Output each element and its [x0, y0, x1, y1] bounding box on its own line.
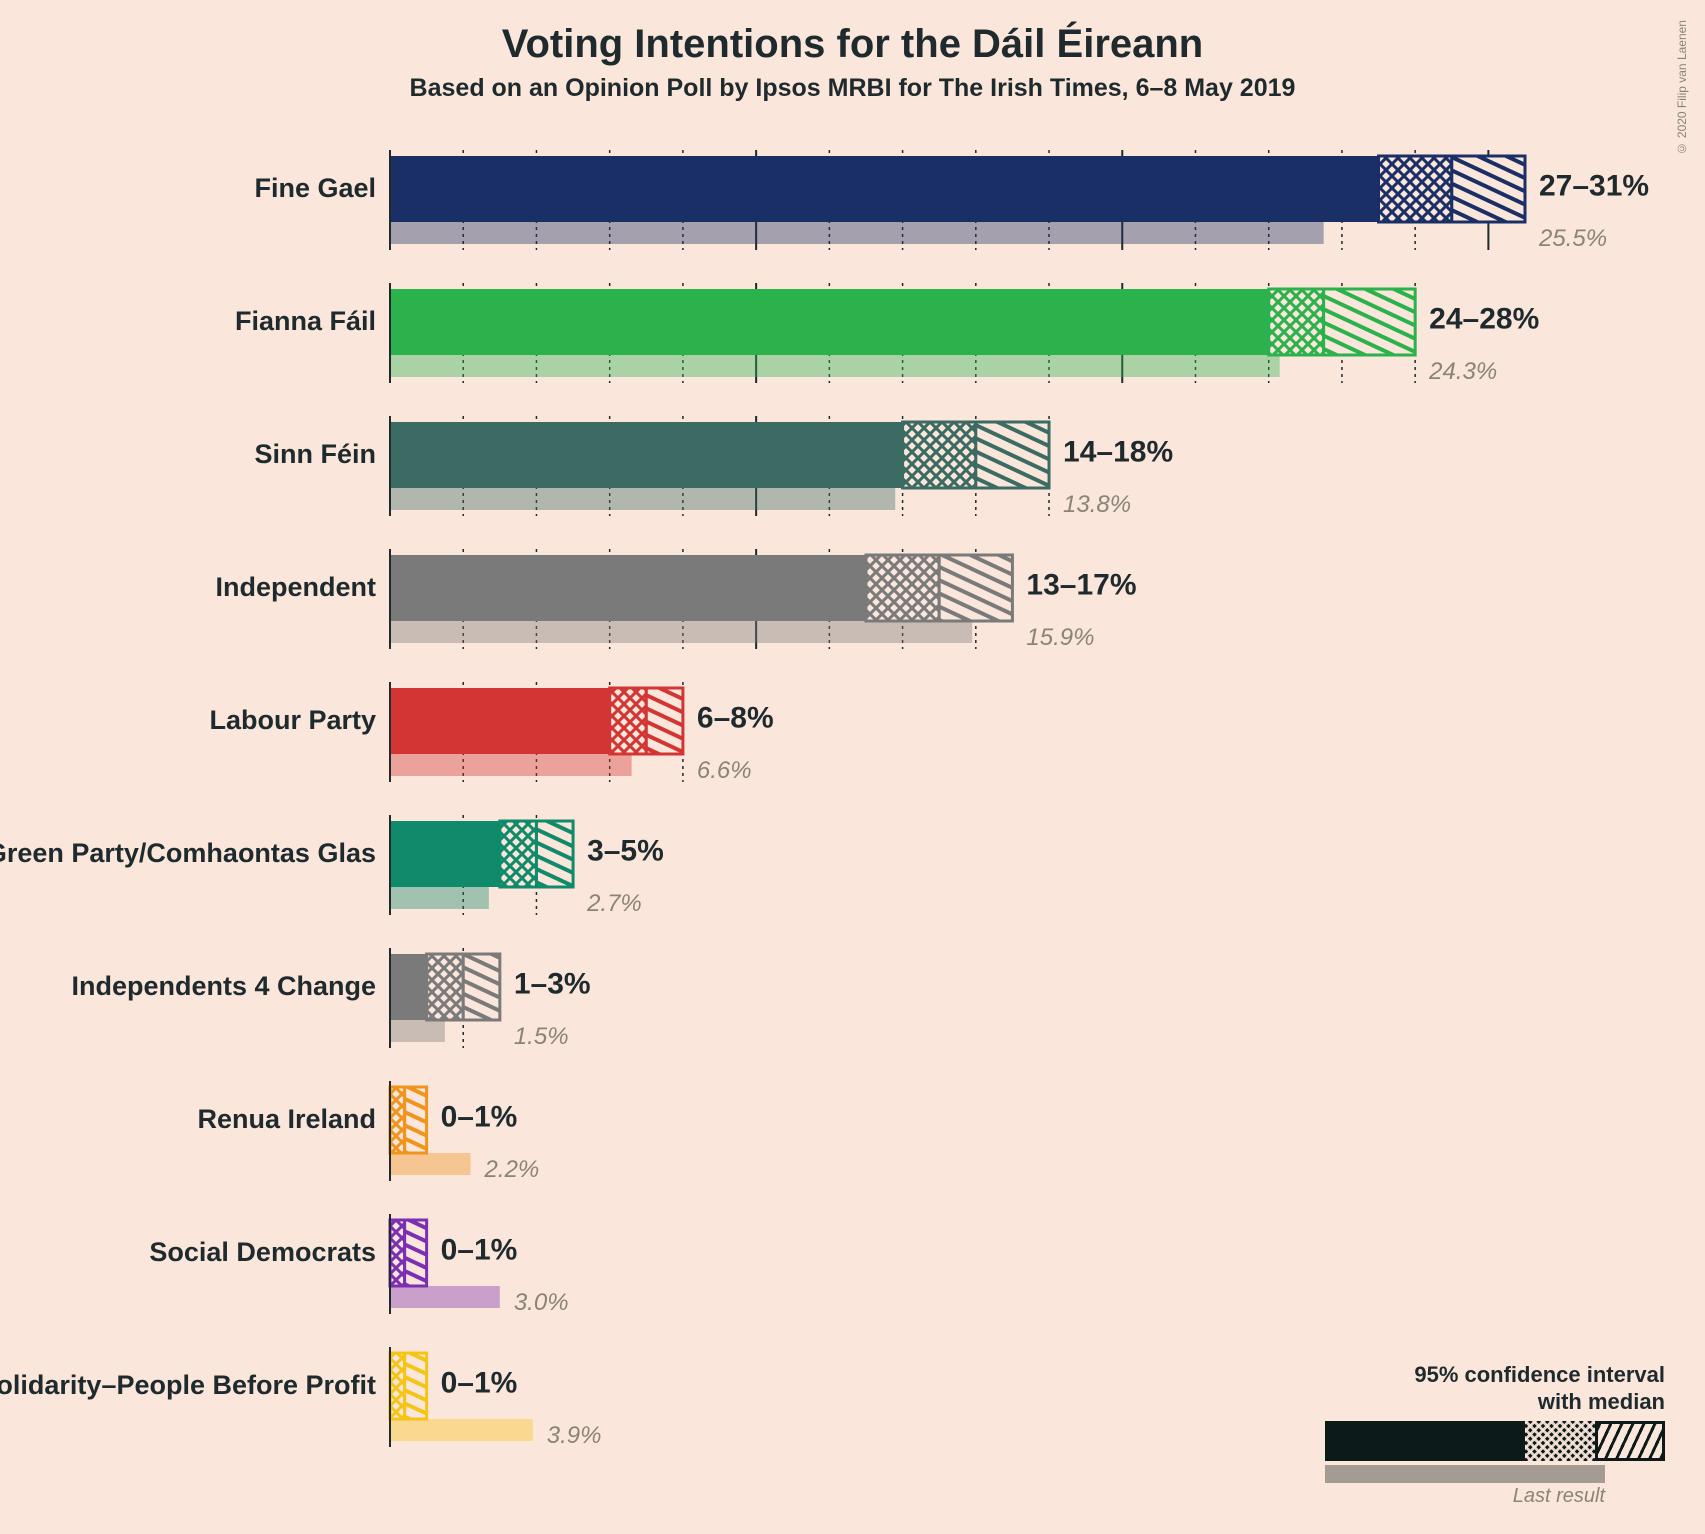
party-label: Independent — [216, 572, 377, 602]
last-result-bar — [390, 887, 489, 909]
last-result-label: 1.5% — [514, 1023, 569, 1050]
bar-diagonal — [405, 1087, 427, 1153]
bar-crosshatch — [390, 1220, 405, 1286]
range-label: 27–31% — [1539, 170, 1649, 203]
last-result-label: 2.7% — [586, 890, 642, 917]
chart-subtitle: Based on an Opinion Poll by Ipsos MRBI f… — [0, 74, 1705, 103]
range-label: 6–8% — [697, 702, 774, 735]
bar-diagonal — [536, 821, 573, 887]
last-result-label: 25.5% — [1538, 225, 1607, 252]
last-result-bar — [390, 1153, 471, 1175]
bar-diagonal — [405, 1353, 427, 1419]
bar-diagonal — [939, 555, 1012, 621]
last-result-bar — [390, 621, 972, 643]
bar-solid — [390, 156, 1379, 222]
legend-diagonal-segment — [1595, 1421, 1665, 1461]
party-label: Fianna Fáil — [235, 306, 376, 336]
party-label: Solidarity–People Before Profit — [0, 1370, 376, 1400]
bar-solid — [390, 954, 427, 1020]
last-result-label: 3.0% — [514, 1289, 569, 1316]
chart-title: Voting Intentions for the Dáil Éireann — [0, 22, 1705, 67]
last-result-label: 15.9% — [1026, 624, 1094, 651]
last-result-bar — [390, 1419, 533, 1441]
last-result-bar — [390, 355, 1280, 377]
bar-crosshatch — [427, 954, 464, 1020]
bar-crosshatch — [1269, 289, 1324, 355]
legend-ci-swatch — [1325, 1421, 1665, 1461]
range-label: 14–18% — [1063, 436, 1173, 469]
bar-diagonal — [463, 954, 500, 1020]
range-label: 24–28% — [1429, 303, 1539, 336]
party-label: Green Party/Comhaontas Glas — [0, 838, 376, 868]
last-result-bar — [390, 488, 895, 510]
bar-crosshatch — [903, 422, 976, 488]
range-label: 1–3% — [514, 968, 591, 1001]
bar-solid — [390, 422, 903, 488]
last-result-bar — [390, 1020, 445, 1042]
range-label: 0–1% — [441, 1367, 518, 1400]
bar-diagonal — [405, 1220, 427, 1286]
bar-crosshatch — [390, 1087, 405, 1153]
range-label: 3–5% — [587, 835, 664, 868]
last-result-bar — [390, 1286, 500, 1308]
last-result-bar — [390, 222, 1324, 244]
legend-last-swatch: Last result — [1325, 1465, 1665, 1489]
bar-crosshatch — [866, 555, 939, 621]
party-label: Fine Gael — [254, 173, 376, 203]
bar-diagonal — [976, 422, 1049, 488]
range-label: 0–1% — [441, 1101, 518, 1134]
bar-diagonal — [646, 688, 683, 754]
range-label: 13–17% — [1026, 569, 1136, 602]
legend-solid-segment — [1325, 1421, 1525, 1461]
bar-solid — [390, 688, 610, 754]
last-result-label: 3.9% — [547, 1422, 602, 1449]
bar-crosshatch — [1379, 156, 1452, 222]
last-result-label: 6.6% — [697, 757, 752, 784]
range-label: 0–1% — [441, 1234, 518, 1267]
bar-crosshatch — [610, 688, 647, 754]
legend-last-label: Last result — [1325, 1485, 1605, 1508]
voting-intentions-chart: Fine Gael 27–31% 25.5% Fianna Fáil 24–28% 24.… — [0, 140, 1705, 1480]
bar-diagonal — [1324, 289, 1416, 355]
bar-solid — [390, 821, 500, 887]
bar-solid — [390, 555, 866, 621]
party-label: Labour Party — [209, 705, 376, 735]
bar-diagonal — [1452, 156, 1525, 222]
party-label: Sinn Féin — [255, 439, 377, 469]
legend: 95% confidence interval with median Last… — [1325, 1362, 1665, 1489]
legend-crosshatch-segment — [1525, 1421, 1595, 1461]
last-result-label: 13.8% — [1063, 491, 1131, 518]
bar-crosshatch — [390, 1353, 405, 1419]
legend-last-bar — [1325, 1465, 1605, 1483]
legend-ci-label: 95% confidence interval with median — [1325, 1362, 1665, 1415]
party-label: Renua Ireland — [197, 1104, 376, 1134]
legend-ci-line1: 95% confidence interval — [1414, 1362, 1665, 1387]
last-result-label: 2.2% — [484, 1156, 540, 1183]
chart-page: © 2020 Filip van Laenen Voting Intention… — [0, 0, 1705, 1534]
bar-solid — [390, 289, 1269, 355]
party-label: Social Democrats — [149, 1237, 376, 1267]
last-result-bar — [390, 754, 632, 776]
bar-crosshatch — [500, 821, 537, 887]
legend-ci-line2: with median — [1538, 1389, 1665, 1414]
last-result-label: 24.3% — [1428, 358, 1497, 385]
party-label: Independents 4 Change — [71, 971, 376, 1001]
